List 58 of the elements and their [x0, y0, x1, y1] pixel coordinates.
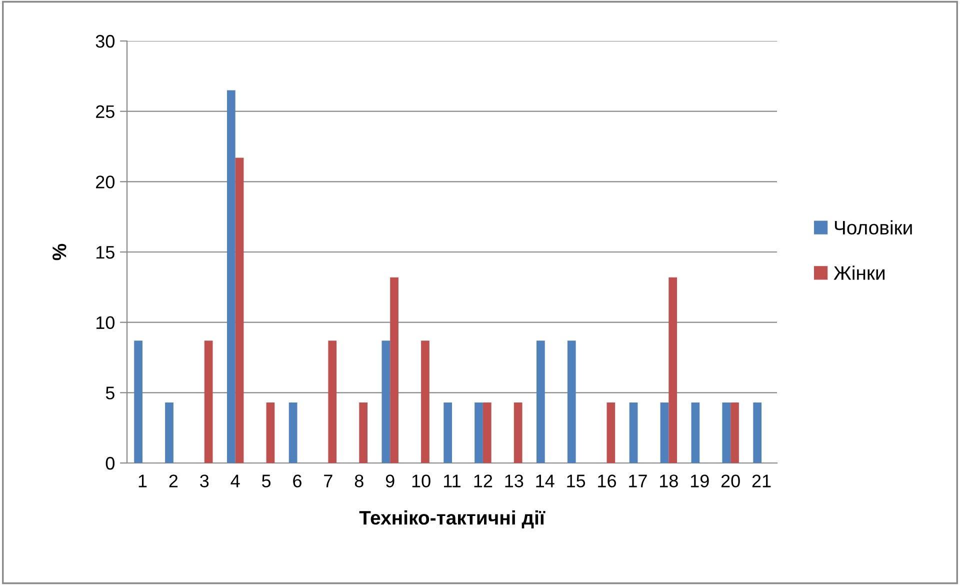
legend-label: Чоловіки: [834, 220, 912, 235]
x-tick-label: 2: [169, 474, 178, 488]
bar: [660, 402, 669, 463]
x-tick-label: 16: [598, 474, 616, 488]
x-tick-label: 3: [200, 474, 209, 488]
y-tick-label: 10: [96, 316, 114, 330]
x-tick-label: 10: [412, 474, 430, 488]
x-axis-title: Техніко-тактичні дії: [359, 510, 546, 528]
bar: [204, 340, 213, 463]
y-tick-label: 30: [96, 34, 114, 48]
y-tick-label: 5: [106, 386, 114, 400]
bar: [606, 402, 616, 463]
bar: [536, 340, 545, 463]
x-tick-label: 5: [262, 474, 271, 488]
y-tick-label: 25: [96, 105, 114, 118]
x-tick-label: 7: [324, 474, 332, 488]
bar: [482, 402, 492, 463]
x-tick-label: 14: [536, 474, 554, 488]
bar: [226, 90, 236, 463]
legend-label: Жінки: [834, 266, 884, 280]
bar: [359, 402, 368, 463]
bar: [691, 402, 700, 463]
bar: [165, 402, 174, 463]
x-tick-label: 17: [629, 474, 647, 488]
x-tick-label: 8: [354, 474, 364, 488]
bar: [722, 402, 731, 463]
x-tick-label: 21: [752, 474, 771, 488]
x-tick-label: 1: [138, 474, 147, 488]
x-tick-label: 18: [660, 474, 678, 488]
bar: [390, 277, 398, 463]
bar: [730, 402, 739, 463]
bar: [266, 402, 275, 463]
bar: [328, 340, 337, 463]
bar: [134, 340, 142, 463]
bar: [444, 402, 452, 463]
y-axis-title: %: [52, 244, 66, 260]
y-tick-label: 0: [106, 456, 114, 470]
bar: [288, 402, 298, 463]
bar: [235, 158, 244, 463]
x-tick-label: 13: [505, 474, 524, 488]
x-tick-label: 11: [444, 474, 460, 488]
x-tick-label: 9: [386, 474, 394, 488]
bar: [382, 340, 390, 463]
x-tick-label: 15: [567, 474, 586, 488]
bar: [753, 402, 762, 463]
x-tick-label: 6: [293, 474, 302, 488]
x-tick-label: 19: [690, 474, 709, 488]
bar: [668, 277, 678, 463]
x-tick-label: 20: [721, 474, 740, 488]
bar: [567, 340, 576, 463]
x-tick-label: 12: [474, 474, 492, 488]
bar: [421, 340, 430, 463]
bar: [474, 402, 483, 463]
y-tick-label: 20: [96, 176, 114, 188]
y-tick-label: 15: [96, 246, 114, 259]
x-tick-label: 4: [230, 474, 240, 488]
bar: [514, 402, 522, 463]
bar: [629, 402, 638, 463]
